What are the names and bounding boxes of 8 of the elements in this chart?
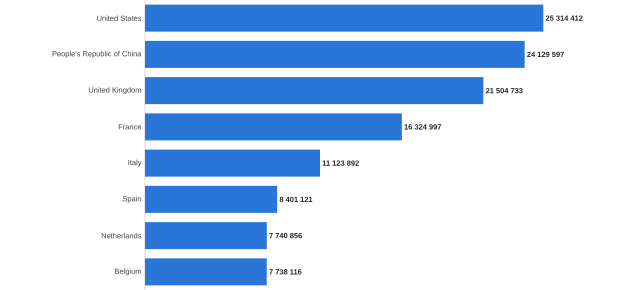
bar [145, 40, 525, 68]
bar [145, 258, 267, 286]
bar [145, 77, 484, 104]
bar [145, 4, 544, 32]
bar [145, 186, 278, 213]
bar [145, 113, 402, 140]
bar [145, 150, 320, 177]
bar [145, 222, 267, 250]
